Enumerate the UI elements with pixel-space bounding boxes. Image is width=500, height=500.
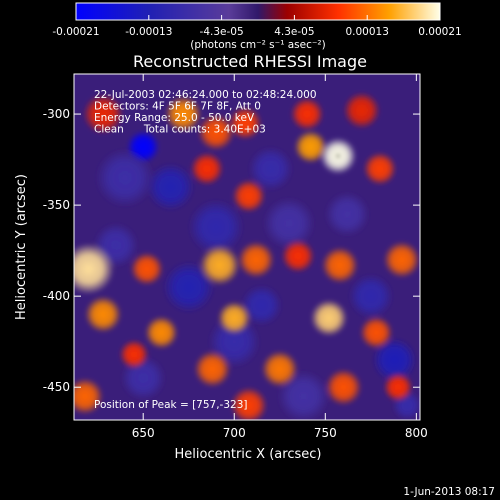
positive-emission-blob [321,247,359,284]
positive-emission-blob [325,369,362,406]
image-area: 650 700 750 800 -300 -350 -400 -450 [43,73,428,440]
emission-map [74,92,420,420]
plot-frame [73,73,421,421]
x-tick-label: 700 [223,426,246,440]
negative-emission-blob [372,338,417,382]
positive-emission-blob [359,316,393,349]
positive-emission-blob [130,252,164,286]
positive-emission-blob [190,152,224,186]
positive-emission-blob [119,339,149,370]
negative-emission-blob [95,148,155,207]
y-tick-label: -350 [43,198,70,212]
negative-emission-blob [241,285,282,326]
x-tick-label: 650 [132,426,155,440]
chart-title: Reconstructed RHESSI Image [133,52,367,71]
negative-emission-blob [348,274,393,319]
colorbar-tick-label: -0.00021 [52,26,99,38]
positive-emission-blob [383,372,413,402]
peak-position-label: Position of Peak = [757,-323] [94,399,248,411]
positive-emission-blob [261,350,298,388]
positive-emission-blob [290,97,324,131]
positive-emission-blob [383,241,420,278]
colorbar-tick-label: -0.00013 [125,26,172,38]
y-tick-label: -400 [43,289,70,303]
positive-emission-blob [194,350,231,388]
positive-emission-blob [74,243,115,295]
negative-emission-blob [248,146,293,191]
positive-emission-blob [145,316,178,349]
colorbar-ticks: -0.00021 -0.00013 -4.3e-05 4.3e-05 0.00013 0.… [52,15,462,38]
info-line: 22-Jul-2003 02:46:24.000 to 02:48:24.000 [94,89,317,101]
positive-emission-blob [310,299,348,337]
colorbar: -0.00021 -0.00013 -4.3e-05 4.3e-05 0.00013 0.… [52,2,462,51]
negative-emission-blob [163,261,215,313]
y-tick-label: -450 [43,380,70,394]
x-axis-label: Heliocentric X (arcsec) [175,447,322,462]
info-line: Detectors: 4F 5F 6F 7F 8F, Att 0 [94,101,261,113]
positive-emission-blob [84,296,122,333]
positive-emission-blob [83,94,124,135]
info-line: Clean Total counts: 3.40E+03 [94,124,266,136]
positive-emission-blob [165,95,202,133]
colorbar-unit: (photons cm⁻² s⁻¹ asec⁻²) [190,39,325,51]
negative-emission-blob [325,192,370,237]
negative-emission-blob [263,197,315,249]
positive-emission-blob [232,179,266,213]
positive-emission-blob [281,239,315,273]
positive-emission-blob [197,114,235,151]
positive-emission-blob [294,130,328,164]
positive-emission-blob [74,378,104,415]
peak-marker [336,154,340,158]
positive-emission-blob [343,92,380,129]
x-tick-label: 800 [405,426,428,440]
axis-ticks: 650 700 750 800 -300 -350 -400 -450 [43,74,428,440]
info-line: Energy Range: 25.0 - 50.0 keV [94,112,255,124]
colorbar-gradient [75,2,441,21]
y-axis-label: Heliocentric Y (arcsec) [14,174,29,320]
colorbar-tick-label: -4.3e-05 [200,26,244,38]
positive-emission-blob [199,245,240,286]
colorbar-tick-label: 0.00021 [418,26,461,38]
positive-emission-blob [228,106,262,140]
colorbar-tick-label: 4.3e-05 [274,26,314,38]
negative-emission-blob [188,199,244,255]
positive-emission-blob [237,241,275,278]
negative-emission-blob [146,163,195,211]
colorbar-tick-label: 0.00013 [345,26,388,38]
observation-info: 22-Jul-2003 02:46:24.000 to 02:48:24.000… [94,89,317,136]
positive-emission-blob [217,301,251,335]
y-tick-label: -300 [43,107,70,121]
x-tick-label: 750 [314,426,337,440]
positive-emission-blob [230,387,268,420]
footer-date-stamp: 1-Jun-2013 08:17 [403,486,495,498]
positive-emission-blob [363,152,397,186]
